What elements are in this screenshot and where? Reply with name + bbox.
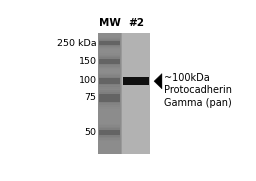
Polygon shape <box>154 73 162 89</box>
Bar <box>99 127 120 138</box>
Bar <box>99 39 120 47</box>
Text: MW: MW <box>99 18 121 28</box>
Text: #2: #2 <box>128 18 144 28</box>
Bar <box>99 128 120 137</box>
Bar <box>99 130 120 135</box>
Bar <box>99 125 120 140</box>
Bar <box>99 94 120 102</box>
Bar <box>99 37 120 49</box>
Bar <box>99 74 120 88</box>
Bar <box>99 33 150 154</box>
Bar <box>123 77 149 85</box>
Bar <box>122 33 150 154</box>
Bar <box>99 33 121 154</box>
Text: 100: 100 <box>79 76 97 85</box>
Text: Gamma (pan): Gamma (pan) <box>164 98 232 108</box>
Bar <box>99 41 120 45</box>
Bar <box>99 73 120 89</box>
Bar <box>99 88 120 107</box>
Bar <box>99 55 120 68</box>
Text: Protocadherin: Protocadherin <box>164 85 232 95</box>
Bar <box>99 86 120 109</box>
Bar <box>99 124 120 141</box>
Bar <box>99 54 120 69</box>
Bar <box>99 92 120 103</box>
Bar <box>99 59 120 64</box>
Text: 250 kDa: 250 kDa <box>57 39 97 48</box>
Text: 150: 150 <box>79 57 97 66</box>
Bar <box>99 40 120 46</box>
Text: ~100kDa: ~100kDa <box>164 73 210 83</box>
Bar <box>99 58 120 65</box>
Text: 50: 50 <box>84 128 97 137</box>
Text: 75: 75 <box>84 93 97 102</box>
Bar <box>99 38 120 48</box>
Bar <box>99 77 120 85</box>
Bar <box>99 78 120 84</box>
Bar <box>99 75 120 87</box>
Bar <box>99 56 120 67</box>
Bar <box>99 90 120 105</box>
